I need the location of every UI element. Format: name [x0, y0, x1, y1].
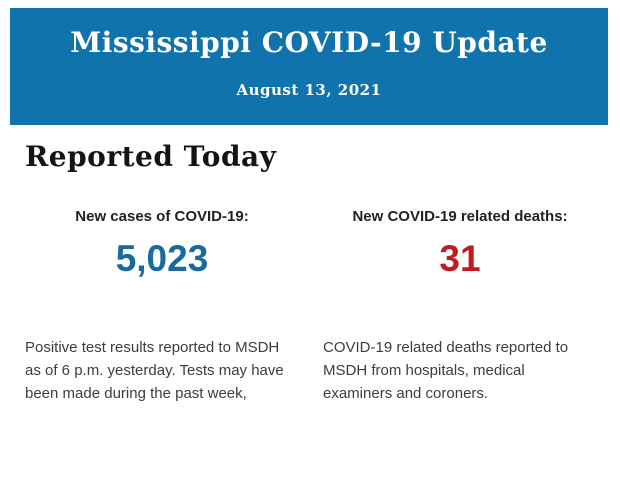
new-cases-description: Positive test results reported to MSDH a…	[25, 339, 284, 402]
stat-new-deaths: New COVID-19 related deaths: 31 COVID-19…	[323, 208, 597, 405]
new-cases-label: New cases of COVID-19:	[75, 208, 249, 225]
page-title: Mississippi COVID-19 Update	[70, 26, 548, 59]
new-deaths-label: New COVID-19 related deaths:	[352, 208, 568, 225]
report-date: August 13, 2021	[236, 81, 382, 99]
new-deaths-description: COVID-19 related deaths reported to MSDH…	[323, 339, 569, 402]
stat-new-cases: New cases of COVID-19: 5,023 Positive te…	[25, 208, 299, 405]
header-banner: Mississippi COVID-19 Update August 13, 2…	[10, 8, 608, 125]
section-heading: Reported Today	[25, 140, 277, 173]
new-cases-value: 5,023	[115, 238, 209, 279]
new-deaths-value: 31	[439, 238, 481, 279]
stats-row: New cases of COVID-19: 5,023 Positive te…	[25, 208, 597, 405]
